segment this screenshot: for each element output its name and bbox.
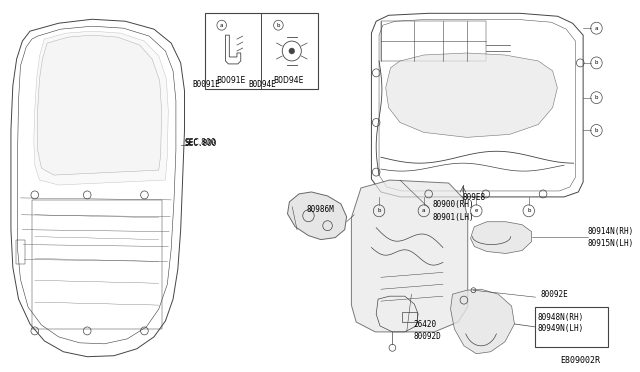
Text: a: a [220, 23, 223, 28]
Text: B0D94E: B0D94E [273, 76, 303, 85]
Text: b: b [527, 208, 531, 213]
Polygon shape [451, 289, 515, 354]
Polygon shape [38, 35, 162, 175]
Text: b: b [595, 60, 598, 65]
Text: 80986M: 80986M [307, 205, 334, 214]
Text: 80092D: 80092D [413, 332, 441, 341]
Circle shape [289, 48, 294, 54]
Text: 26420: 26420 [413, 320, 436, 330]
Text: 80915N(LH): 80915N(LH) [588, 239, 634, 248]
Text: E809002R: E809002R [560, 356, 600, 365]
Text: a: a [422, 208, 426, 213]
Text: a: a [595, 26, 598, 31]
Text: SEC.800: SEC.800 [184, 139, 217, 148]
Polygon shape [351, 180, 468, 332]
Text: 809E8: 809E8 [463, 193, 486, 202]
Text: b: b [595, 128, 598, 133]
Text: b: b [276, 23, 280, 28]
Text: B0091E: B0091E [193, 80, 220, 89]
Text: 80900(RH): 80900(RH) [433, 201, 474, 209]
Text: 80948N(RH): 80948N(RH) [538, 312, 584, 321]
Polygon shape [34, 31, 168, 185]
Text: 80914N(RH): 80914N(RH) [588, 227, 634, 236]
Polygon shape [470, 222, 532, 253]
Text: b: b [378, 208, 381, 213]
Text: 80092E: 80092E [540, 290, 568, 299]
Text: B0D94E: B0D94E [249, 80, 276, 89]
Text: B0091E: B0091E [216, 76, 246, 85]
Text: 80901(LH): 80901(LH) [433, 213, 474, 222]
Text: SEC.800: SEC.800 [184, 138, 216, 147]
Text: 80949N(LH): 80949N(LH) [538, 324, 584, 333]
Text: e: e [475, 208, 478, 213]
Bar [536, 307, 608, 347]
Polygon shape [287, 192, 347, 240]
Polygon shape [386, 53, 557, 137]
Bar [205, 13, 318, 89]
Text: b: b [595, 95, 598, 100]
